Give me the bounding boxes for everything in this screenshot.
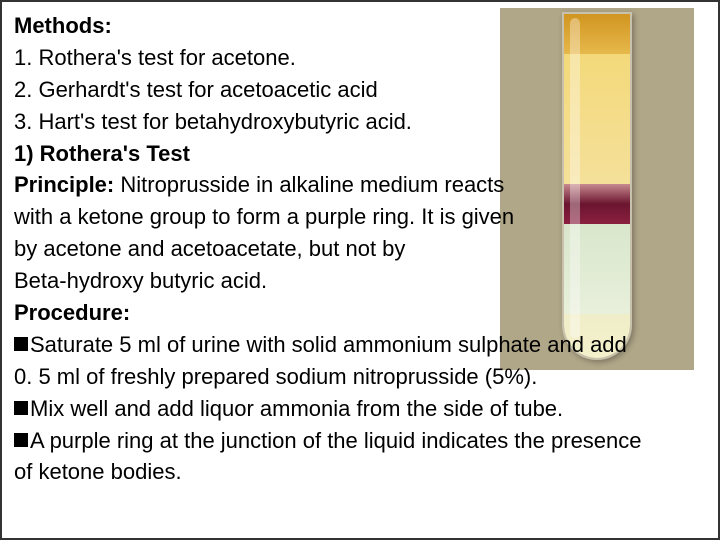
methods-heading: Methods: xyxy=(14,10,706,42)
proc-3a-text: A purple ring at the junction of the liq… xyxy=(30,428,642,453)
procedure-step-1a: Saturate 5 ml of urine with solid ammoni… xyxy=(14,329,706,361)
method-item-1: 1. Rothera's test for acetone. xyxy=(14,42,706,74)
principle-label: Principle: xyxy=(14,172,114,197)
method-item-2: 2. Gerhardt's test for acetoacetic acid xyxy=(14,74,706,106)
procedure-label: Procedure: xyxy=(14,297,706,329)
rothera-heading: 1) Rothera's Test xyxy=(14,138,706,170)
bullet-icon xyxy=(14,337,28,351)
slide-text: Methods: 1. Rothera's test for acetone. … xyxy=(14,10,706,488)
bullet-icon xyxy=(14,401,28,415)
proc-1a-text: Saturate 5 ml of urine with solid ammoni… xyxy=(30,332,627,357)
procedure-step-3a: A purple ring at the junction of the liq… xyxy=(14,425,706,457)
procedure-step-1b: 0. 5 ml of freshly prepared sodium nitro… xyxy=(14,361,706,393)
proc-2-text: Mix well and add liquor ammonia from the… xyxy=(30,396,563,421)
principle-text-3: by acetone and acetoacetate, but not by xyxy=(14,233,706,265)
method-item-3: 3. Hart's test for betahydroxybutyric ac… xyxy=(14,106,706,138)
bullet-icon xyxy=(14,433,28,447)
principle-text-2: with a ketone group to form a purple rin… xyxy=(14,201,706,233)
procedure-step-3b: of ketone bodies. xyxy=(14,456,706,488)
procedure-step-2: Mix well and add liquor ammonia from the… xyxy=(14,393,706,425)
principle-line: Principle: Nitroprusside in alkaline med… xyxy=(14,169,706,201)
principle-text-4: Beta-hydroxy butyric acid. xyxy=(14,265,706,297)
principle-text-1: Nitroprusside in alkaline medium reacts xyxy=(114,172,504,197)
slide-container: Methods: 1. Rothera's test for acetone. … xyxy=(0,0,720,540)
